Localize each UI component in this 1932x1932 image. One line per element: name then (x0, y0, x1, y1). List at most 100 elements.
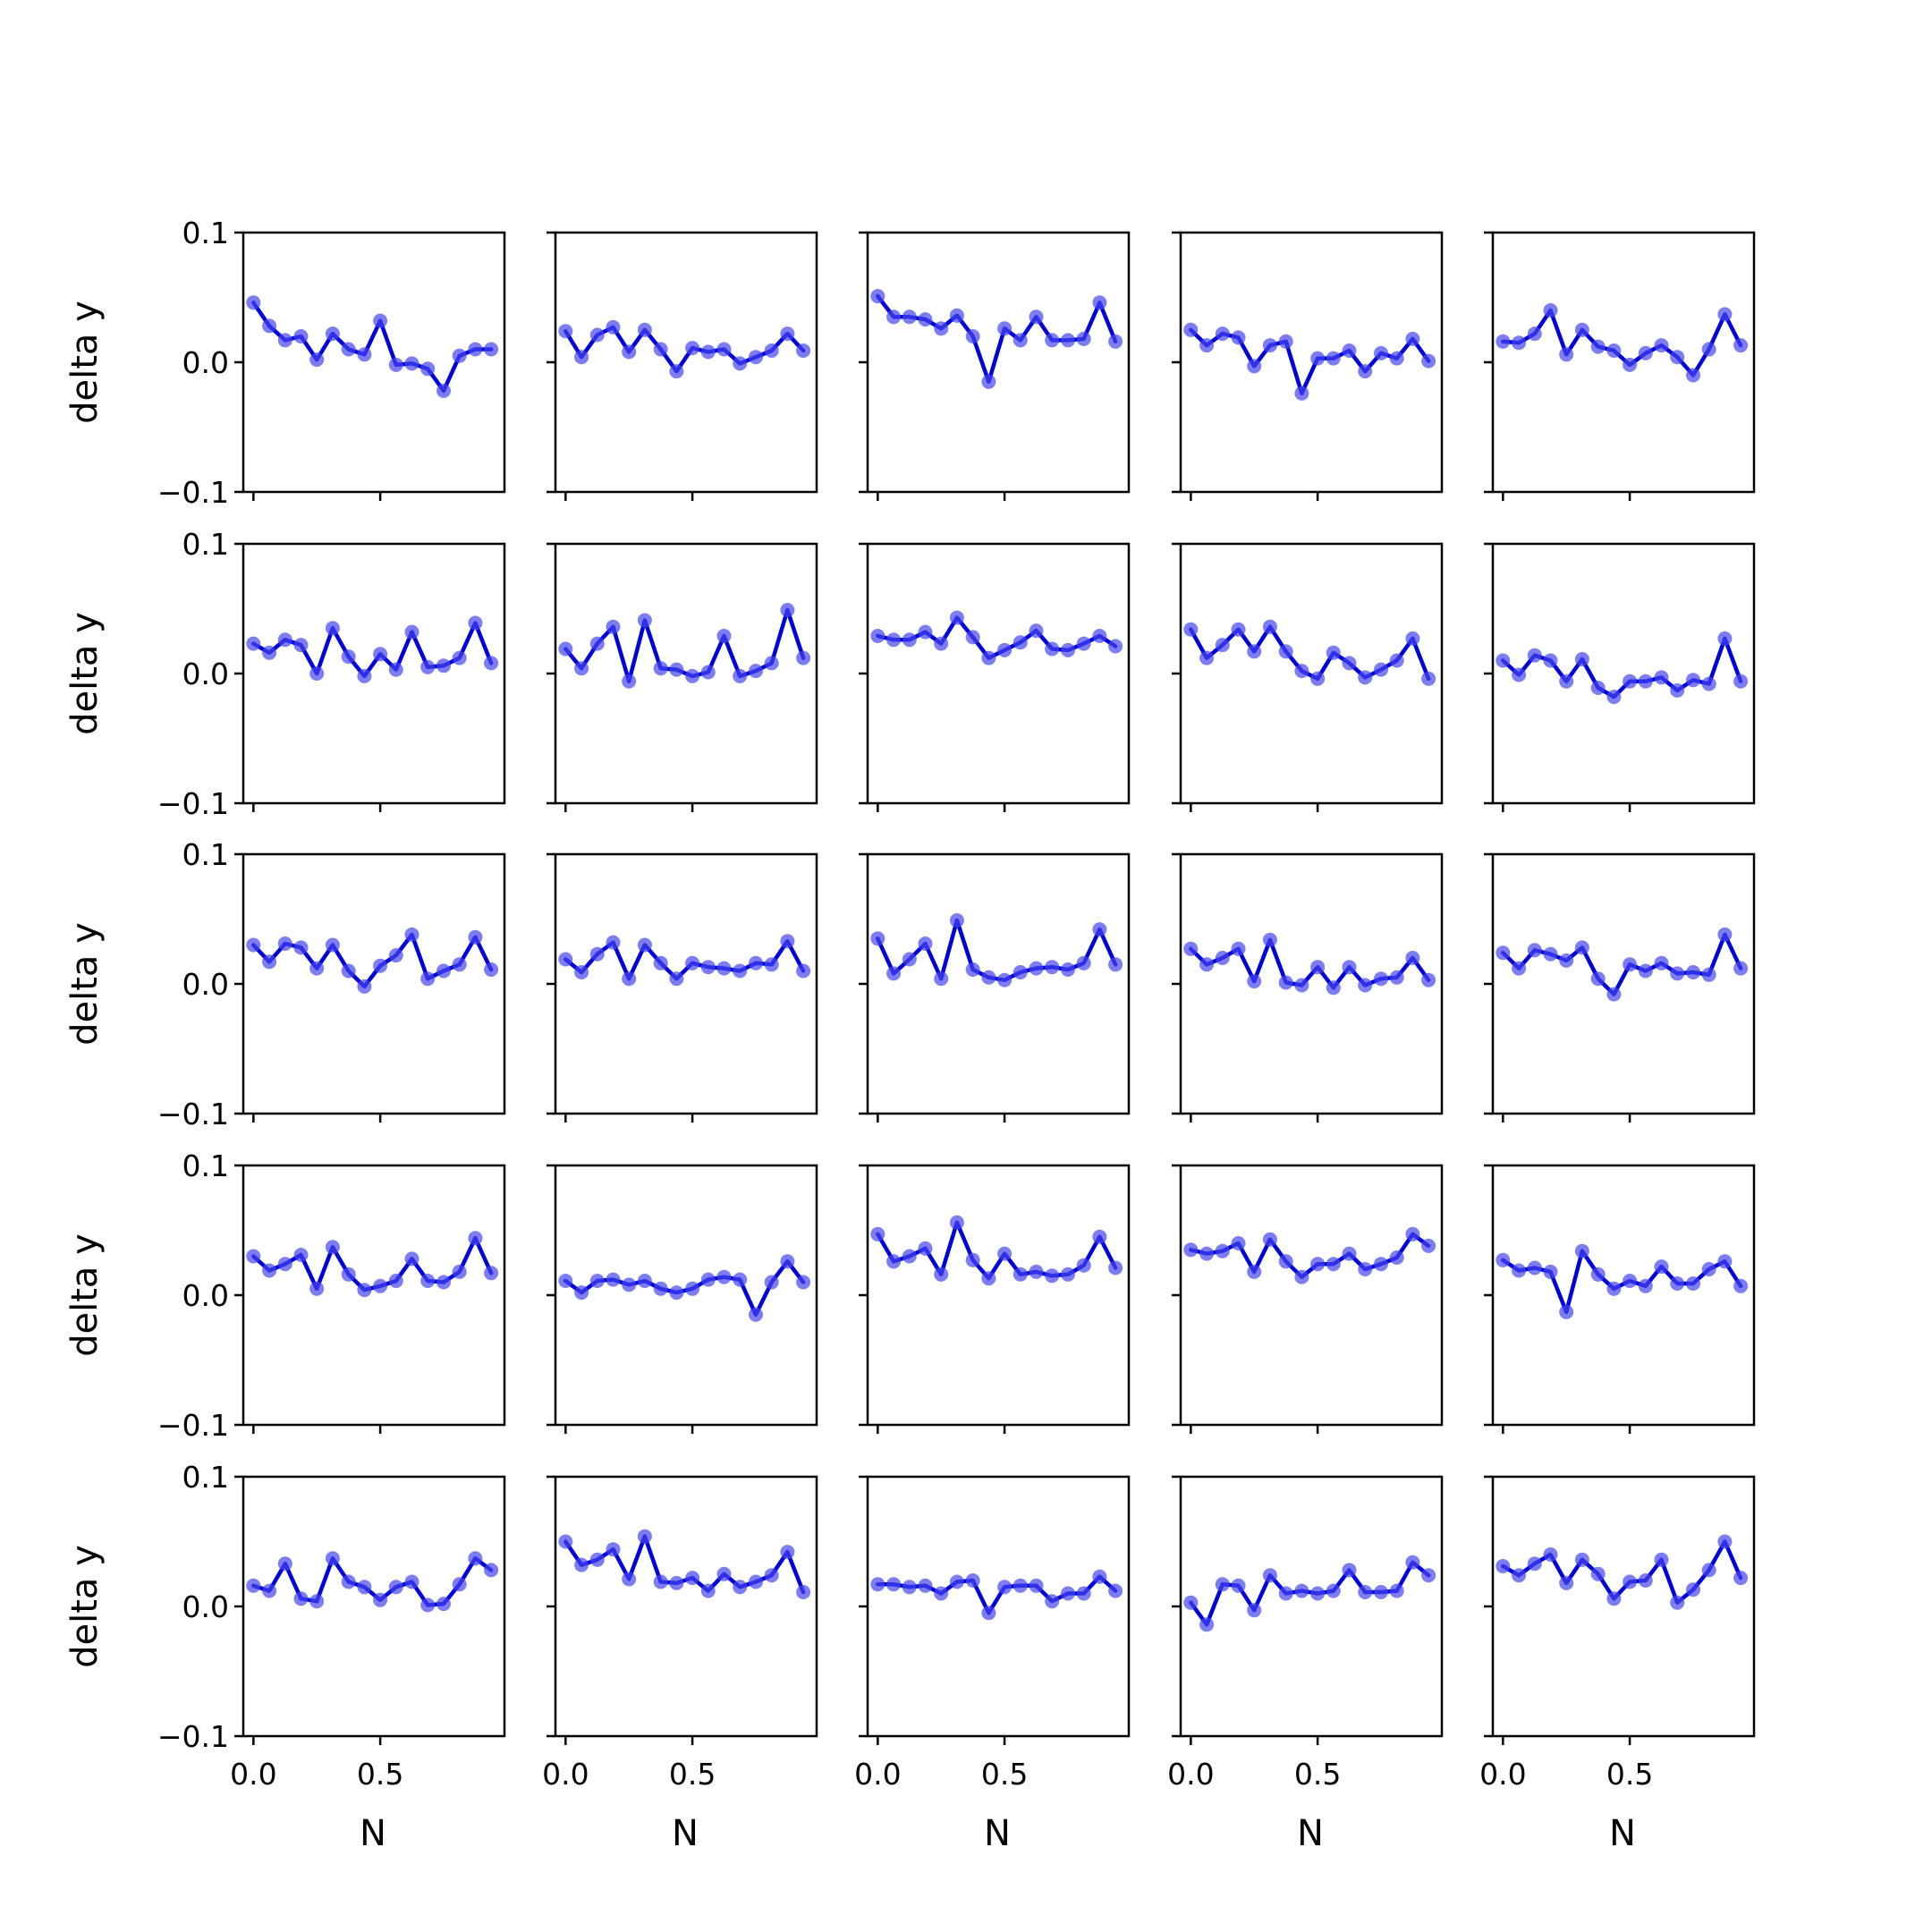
data-point (420, 1274, 436, 1288)
data-point (1574, 322, 1589, 337)
data-point (1421, 1568, 1436, 1583)
data-point (1733, 1571, 1749, 1586)
data-point (1029, 1578, 1044, 1593)
data-point (1717, 927, 1733, 942)
data-point (484, 342, 499, 357)
data-point (420, 361, 436, 377)
data-point (1076, 1258, 1091, 1273)
data-point (293, 940, 309, 955)
data-point (1294, 1269, 1309, 1284)
data-point (606, 619, 621, 634)
data-point (558, 1274, 573, 1288)
data-point (1405, 1555, 1420, 1570)
data-point (1247, 644, 1262, 659)
data-point (357, 979, 372, 994)
panel-r1-c2 (859, 542, 1131, 812)
data-point (1262, 1568, 1277, 1583)
series-line (1189, 1232, 1431, 1279)
data-point (780, 603, 795, 617)
data-point (1247, 359, 1262, 374)
data-point (716, 342, 732, 357)
data-point (277, 1556, 292, 1572)
data-point (1654, 670, 1669, 685)
data-point (622, 971, 637, 987)
data-point (589, 946, 605, 962)
data-point (1374, 1585, 1388, 1599)
data-point (764, 656, 779, 671)
data-point (388, 1274, 403, 1288)
data-point (637, 937, 652, 953)
series-line (564, 1259, 806, 1318)
data-point (325, 937, 340, 953)
data-point (277, 936, 292, 951)
data-point (700, 1583, 716, 1598)
series-line (876, 1574, 1118, 1615)
data-point (1013, 1267, 1028, 1282)
x-axis-label: N (360, 1813, 386, 1854)
data-point (1231, 622, 1246, 637)
data-point (1045, 960, 1060, 975)
data-point (420, 1597, 436, 1613)
data-point (1247, 1603, 1262, 1618)
data-point (700, 1272, 716, 1287)
data-point (420, 659, 436, 674)
data-point (749, 1574, 763, 1589)
data-point (796, 1585, 811, 1599)
data-point (1108, 1260, 1123, 1275)
data-point (1590, 971, 1606, 987)
data-point (1559, 953, 1574, 968)
data-point (1670, 350, 1685, 365)
y-tick-label: −0.1 (157, 1097, 229, 1131)
data-point (685, 341, 700, 356)
data-point (1076, 636, 1091, 651)
data-point (965, 1252, 980, 1267)
data-point (1183, 322, 1199, 337)
data-point (606, 935, 621, 950)
series-line (251, 301, 494, 394)
data-point (293, 638, 309, 653)
data-point (669, 364, 684, 379)
data-point (558, 641, 573, 657)
data-point (574, 661, 589, 676)
data-point (1638, 1278, 1653, 1293)
data-point (886, 632, 902, 648)
data-point (1405, 331, 1420, 346)
data-point (1294, 386, 1309, 401)
data-point (589, 327, 605, 343)
data-point (1374, 971, 1388, 987)
data-point (436, 1597, 451, 1612)
series-line (251, 1235, 494, 1292)
data-point (1183, 1242, 1199, 1258)
data-point (1574, 1552, 1589, 1567)
data-point (981, 374, 996, 389)
data-point (1686, 673, 1700, 688)
data-point (325, 1551, 340, 1566)
panel-r1-c0: −0.1 0.0 0.1 delta y (64, 527, 506, 821)
data-point (1543, 1264, 1558, 1279)
data-point (1701, 1262, 1716, 1276)
data-point (1421, 1238, 1436, 1253)
panel-r1-c4 (1484, 542, 1756, 812)
data-point (653, 1281, 668, 1296)
data-point (436, 1275, 451, 1290)
data-point (1374, 1257, 1388, 1272)
panel-r4-c3: 0.0 0.5 N (1167, 1475, 1444, 1854)
panel-r2-c4 (1484, 852, 1756, 1123)
data-point (1029, 309, 1044, 325)
data-point (293, 1248, 309, 1262)
data-point (1342, 656, 1357, 671)
data-point (733, 1272, 748, 1287)
data-point (1421, 671, 1436, 686)
y-tick-label: 0.1 (182, 1460, 229, 1495)
data-point (1076, 331, 1091, 346)
data-point (1262, 932, 1277, 947)
y-tick-label: 0.0 (182, 657, 229, 691)
data-point (1606, 987, 1622, 1002)
data-point (1029, 623, 1044, 639)
data-point (1670, 682, 1685, 698)
panel-r3-c1 (547, 1164, 818, 1434)
data-point (997, 1246, 1013, 1261)
data-point (341, 649, 356, 665)
data-point (622, 344, 637, 360)
data-point (589, 1552, 605, 1567)
